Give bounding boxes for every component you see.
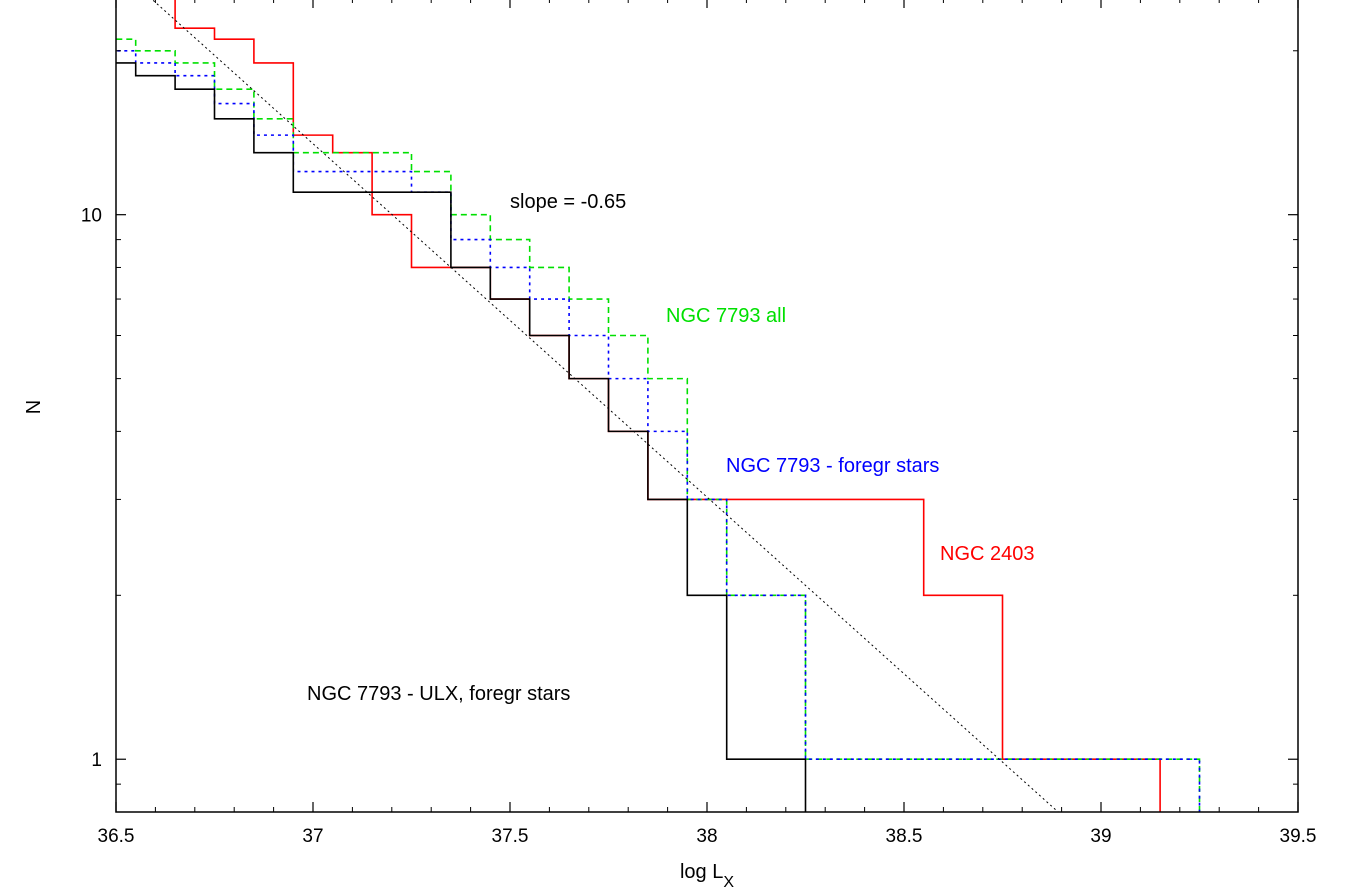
series-ngc7793-ulx xyxy=(116,62,807,812)
annotation-ngc7793-all: NGC 7793 all xyxy=(666,305,786,327)
x-tick-label: 39 xyxy=(1090,826,1111,847)
x-tick-label: 37.5 xyxy=(492,826,529,847)
annotation-ngc7793-ulx: NGC 7793 - ULX, foregr stars xyxy=(307,683,570,705)
x-tick-label: 38.5 xyxy=(886,826,923,847)
labels-layer: 36.5 37 37.5 38 38.5 39 39.5 1 10 xyxy=(81,206,1317,847)
x-tick-label: 38 xyxy=(696,826,717,847)
series-slope-fit xyxy=(152,0,1059,812)
x-tick-label: 36.5 xyxy=(98,826,135,847)
x-axis-title: log LX xyxy=(680,861,734,891)
x-axis-title-subscript: X xyxy=(723,874,734,891)
x-tick-label: 39.5 xyxy=(1280,826,1317,847)
annotation-slope: slope = -0.65 xyxy=(510,191,626,213)
x-tick-label: 37 xyxy=(302,826,323,847)
y-axis-title: N xyxy=(23,400,45,414)
y-tick-label: 10 xyxy=(81,206,102,227)
x-axis-title-main: log L xyxy=(680,861,723,883)
series-ngc2403 xyxy=(174,0,1161,812)
series-layer xyxy=(116,0,1201,812)
annotation-ngc7793-foregr: NGC 7793 - foregr stars xyxy=(726,455,939,477)
annotations-layer: slope = -0.65 NGC 7793 all NGC 7793 - fore… xyxy=(307,191,1035,705)
annotation-ngc2403: NGC 2403 xyxy=(940,543,1035,565)
y-tick-label: 1 xyxy=(91,750,102,771)
ticks-layer xyxy=(115,0,1299,812)
